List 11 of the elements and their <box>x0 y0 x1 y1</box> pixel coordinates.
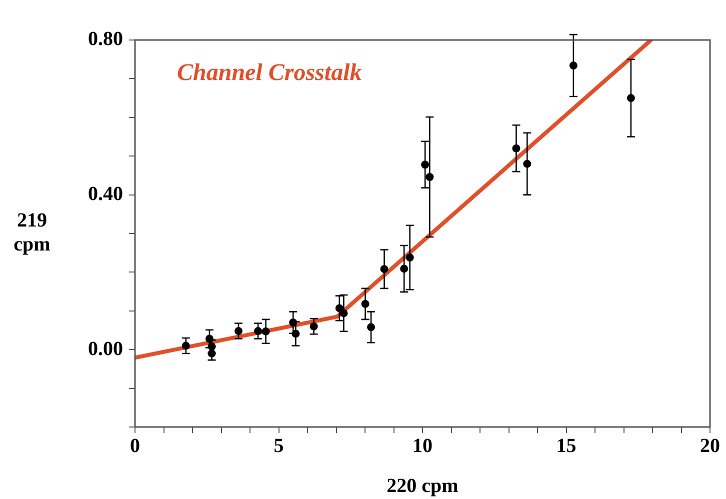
x-tick-label: 10 <box>412 435 432 458</box>
text: Channel Crosstalk <box>177 60 362 86</box>
x-tick-label: 20 <box>700 435 720 458</box>
x-tick-label: 5 <box>274 435 284 458</box>
x-tick-label: 15 <box>556 435 576 458</box>
x-axis-title: 220 cpm <box>386 475 459 498</box>
y-axis-title: 219 cpm <box>14 210 51 256</box>
y-tick-label: 0.80 <box>88 28 123 50</box>
x-tick-label: 0 <box>130 435 140 458</box>
y-tick-label: 0.00 <box>88 338 123 360</box>
y-tick-label: 0.40 <box>88 182 123 205</box>
